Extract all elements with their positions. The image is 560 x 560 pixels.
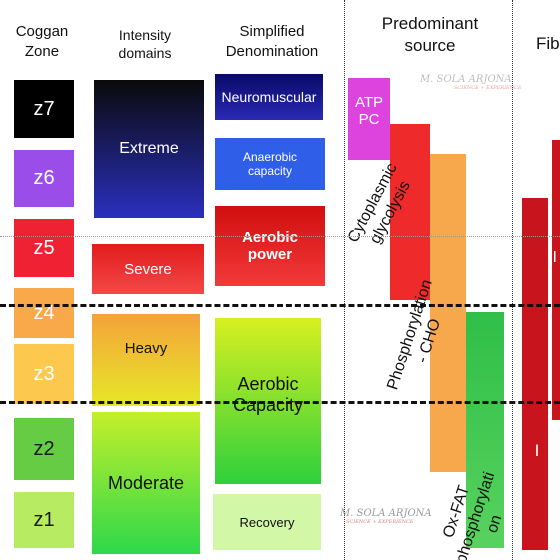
header-predominant-source: Predominant source [381,14,479,56]
domain-severe: Severe [92,244,204,294]
column-divider-left [344,0,345,560]
fiber-label-i: I [534,441,540,460]
zone-z4: z4 [14,288,74,338]
guide-line-upper [0,236,560,237]
source-atp-pc: ATP PC [348,78,390,160]
simplified-anaerobic-capacity: Anaerobic capacity [215,138,325,190]
source-phosphorylation-cho [430,154,466,472]
source-ox-fat [466,312,504,548]
zone-z3: z3 [14,344,74,404]
watermark-top: M. SOLA ARJONA SCIENCE + EXPERIENCE [420,74,522,91]
zone-z6: z6 [14,150,74,207]
fiber-type-i-bar [522,198,548,550]
threshold-line-lower [0,401,560,404]
column-divider-right [512,0,513,560]
source-cytoplasmic-glycolysis [390,124,430,300]
simplified-neuromuscular: Neuromuscular [215,74,323,120]
zone-z2: z2 [14,418,74,480]
simplified-recovery: Recovery [213,494,321,550]
threshold-line-upper [0,304,560,307]
domain-extreme: Extreme [94,80,204,218]
domain-heavy: Heavy [92,314,200,406]
header-intensity-domains: Intensity domains [118,27,172,62]
zone-z5: z5 [14,219,74,277]
zone-z1: z1 [14,492,74,548]
header-simplified-denomination: Simplified Denomination [225,23,319,60]
header-coggan-zone: Coggan Zone [15,23,69,60]
watermark-bottom: M. SOLA ARJONA SCIENCE + EXPERIENCE [340,508,432,525]
domain-moderate: Moderate [92,412,200,554]
fiber-type-ii-bar [552,140,560,420]
simplified-aerobic-power: Aerobic power [215,206,325,286]
zone-z7: z7 [14,80,74,138]
fiber-label-ii: II [548,249,557,266]
header-fiber: Fib [536,34,560,53]
